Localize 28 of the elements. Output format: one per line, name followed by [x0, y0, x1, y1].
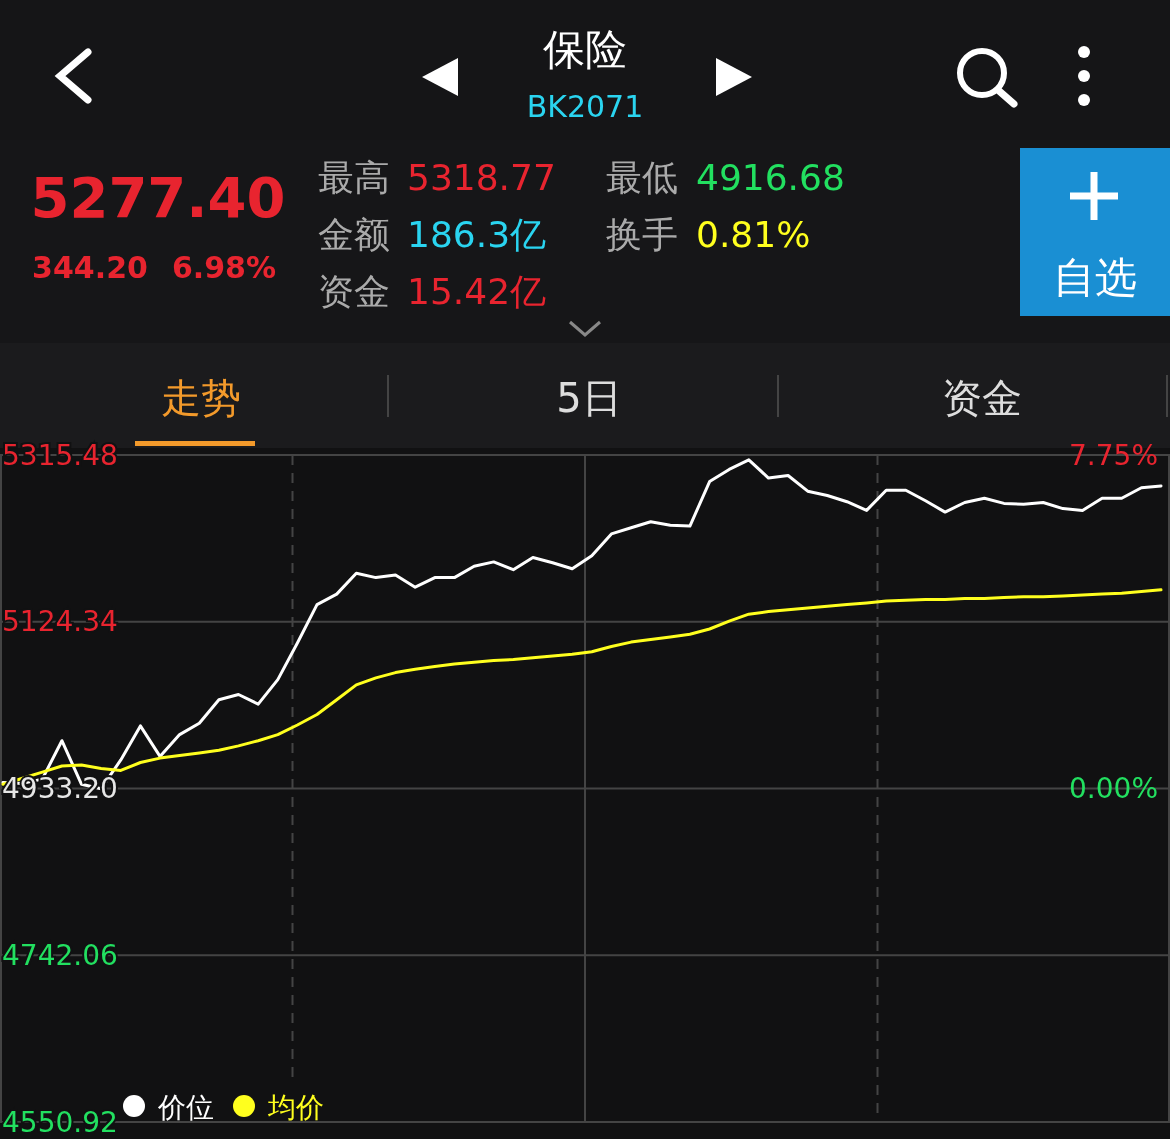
y2-tick-label: 7.75%	[1069, 438, 1158, 472]
text: 资金	[942, 375, 1022, 421]
legend-label: 均价	[267, 1091, 324, 1124]
chart-title: 保险	[543, 25, 627, 74]
y-tick-label: 4742.06	[2, 938, 118, 972]
text: 换手	[606, 214, 678, 255]
text: 5318.77	[407, 157, 556, 198]
text: 5277.40	[30, 165, 286, 230]
text: 15.42亿	[407, 271, 547, 312]
legend-label: 价位	[157, 1091, 214, 1124]
y-tick-label: 5124.34	[2, 605, 118, 639]
text: 6.98%	[171, 250, 277, 285]
text: 4916.68	[696, 157, 845, 198]
y-tick-label: 4933.20	[2, 772, 118, 805]
text: 自选	[1053, 253, 1137, 302]
text: 资金	[318, 271, 390, 312]
text: 0.81%	[696, 214, 811, 255]
text: 走势	[161, 375, 241, 421]
y2-tick-label: 0.00%	[1069, 772, 1158, 805]
chart-subtitle: BK2071	[526, 89, 644, 124]
text: 最高	[318, 157, 390, 198]
y-tick-label: 5315.48	[2, 438, 118, 472]
text: 344.20	[32, 250, 148, 285]
text: 186.3亿	[407, 214, 547, 255]
text: 最低	[606, 157, 678, 198]
text: 金额	[318, 214, 390, 255]
y-tick-label: 4550.92	[2, 1105, 118, 1139]
text: 5日	[556, 375, 622, 421]
